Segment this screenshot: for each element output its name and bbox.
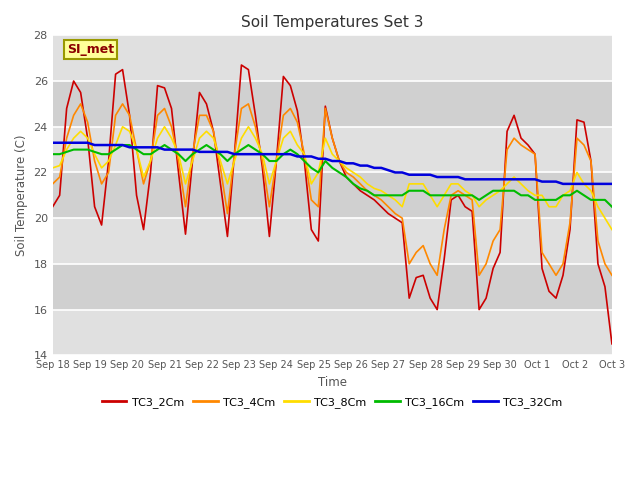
Bar [52,172,612,218]
Y-axis label: Soil Temperature (C): Soil Temperature (C) [15,134,28,256]
Legend: TC3_2Cm, TC3_4Cm, TC3_8Cm, TC3_16Cm, TC3_32Cm: TC3_2Cm, TC3_4Cm, TC3_8Cm, TC3_16Cm, TC3… [97,392,567,412]
Text: SI_met: SI_met [67,43,114,56]
Bar [52,81,612,127]
X-axis label: Time: Time [318,376,347,389]
Title: Soil Temperatures Set 3: Soil Temperatures Set 3 [241,15,424,30]
Bar [52,127,612,172]
Bar [52,218,612,264]
Bar [52,264,612,310]
Bar [52,36,612,81]
Bar [52,310,612,355]
